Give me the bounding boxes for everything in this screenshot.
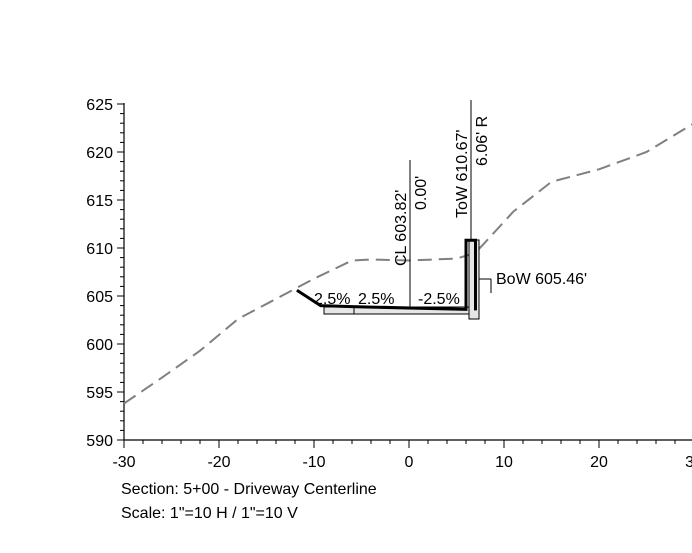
x-tick-label: 10 [495, 454, 513, 471]
y-tick-marks [117, 103, 124, 441]
x-tick-labels: -30 -20 -10 0 10 20 30 [112, 454, 692, 471]
base-slab-left [323, 306, 355, 315]
y-tick-label: 620 [86, 145, 113, 162]
scale-note: Scale: 1"=10 H / 1"=10 V [121, 505, 298, 522]
y-tick-label: 610 [86, 241, 113, 258]
x-tick-label: 0 [405, 454, 414, 471]
slope-label-left: 2.5% [314, 291, 350, 308]
y-tick-label: 605 [86, 289, 113, 306]
structure [296, 100, 492, 320]
y-tick-label: 595 [86, 385, 113, 402]
y-tick-labels: 590 595 600 605 610 615 620 625 [86, 97, 113, 450]
finished-grade-line [296, 238, 477, 311]
section-title: Section: 5+00 - Driveway Centerline [121, 481, 377, 498]
bow-elevation-label: BoW 605.46' [496, 271, 587, 288]
cl-offset-label: 0.00' [413, 176, 430, 210]
slope-label-right: -2.5% [418, 291, 460, 308]
y-tick-label: 615 [86, 193, 113, 210]
cl-elevation-label: CL 603.82' [393, 190, 410, 266]
x-tick-label: -30 [112, 454, 135, 471]
y-tick-label: 600 [86, 337, 113, 354]
annotations: CL 603.82' 0.00' ToW 610.67' 6.06' R BoW… [314, 116, 587, 308]
x-tick-label: -10 [302, 454, 325, 471]
x-tick-marks [123, 440, 676, 448]
x-tick-label: 20 [590, 454, 608, 471]
existing-ground-line [123, 123, 692, 405]
slope-label-middle: 2.5% [358, 291, 394, 308]
axes: 590 595 600 605 610 615 620 625 -30 -20 -10 0 10 20 3… [86, 97, 692, 471]
tow-offset-label: 6.06' R [474, 116, 491, 166]
y-tick-label: 590 [86, 433, 113, 450]
y-tick-label: 625 [86, 97, 113, 114]
x-tick-label: 30 [685, 454, 692, 471]
tow-elevation-label: ToW 610.67' [454, 130, 471, 218]
x-tick-label: -20 [207, 454, 230, 471]
